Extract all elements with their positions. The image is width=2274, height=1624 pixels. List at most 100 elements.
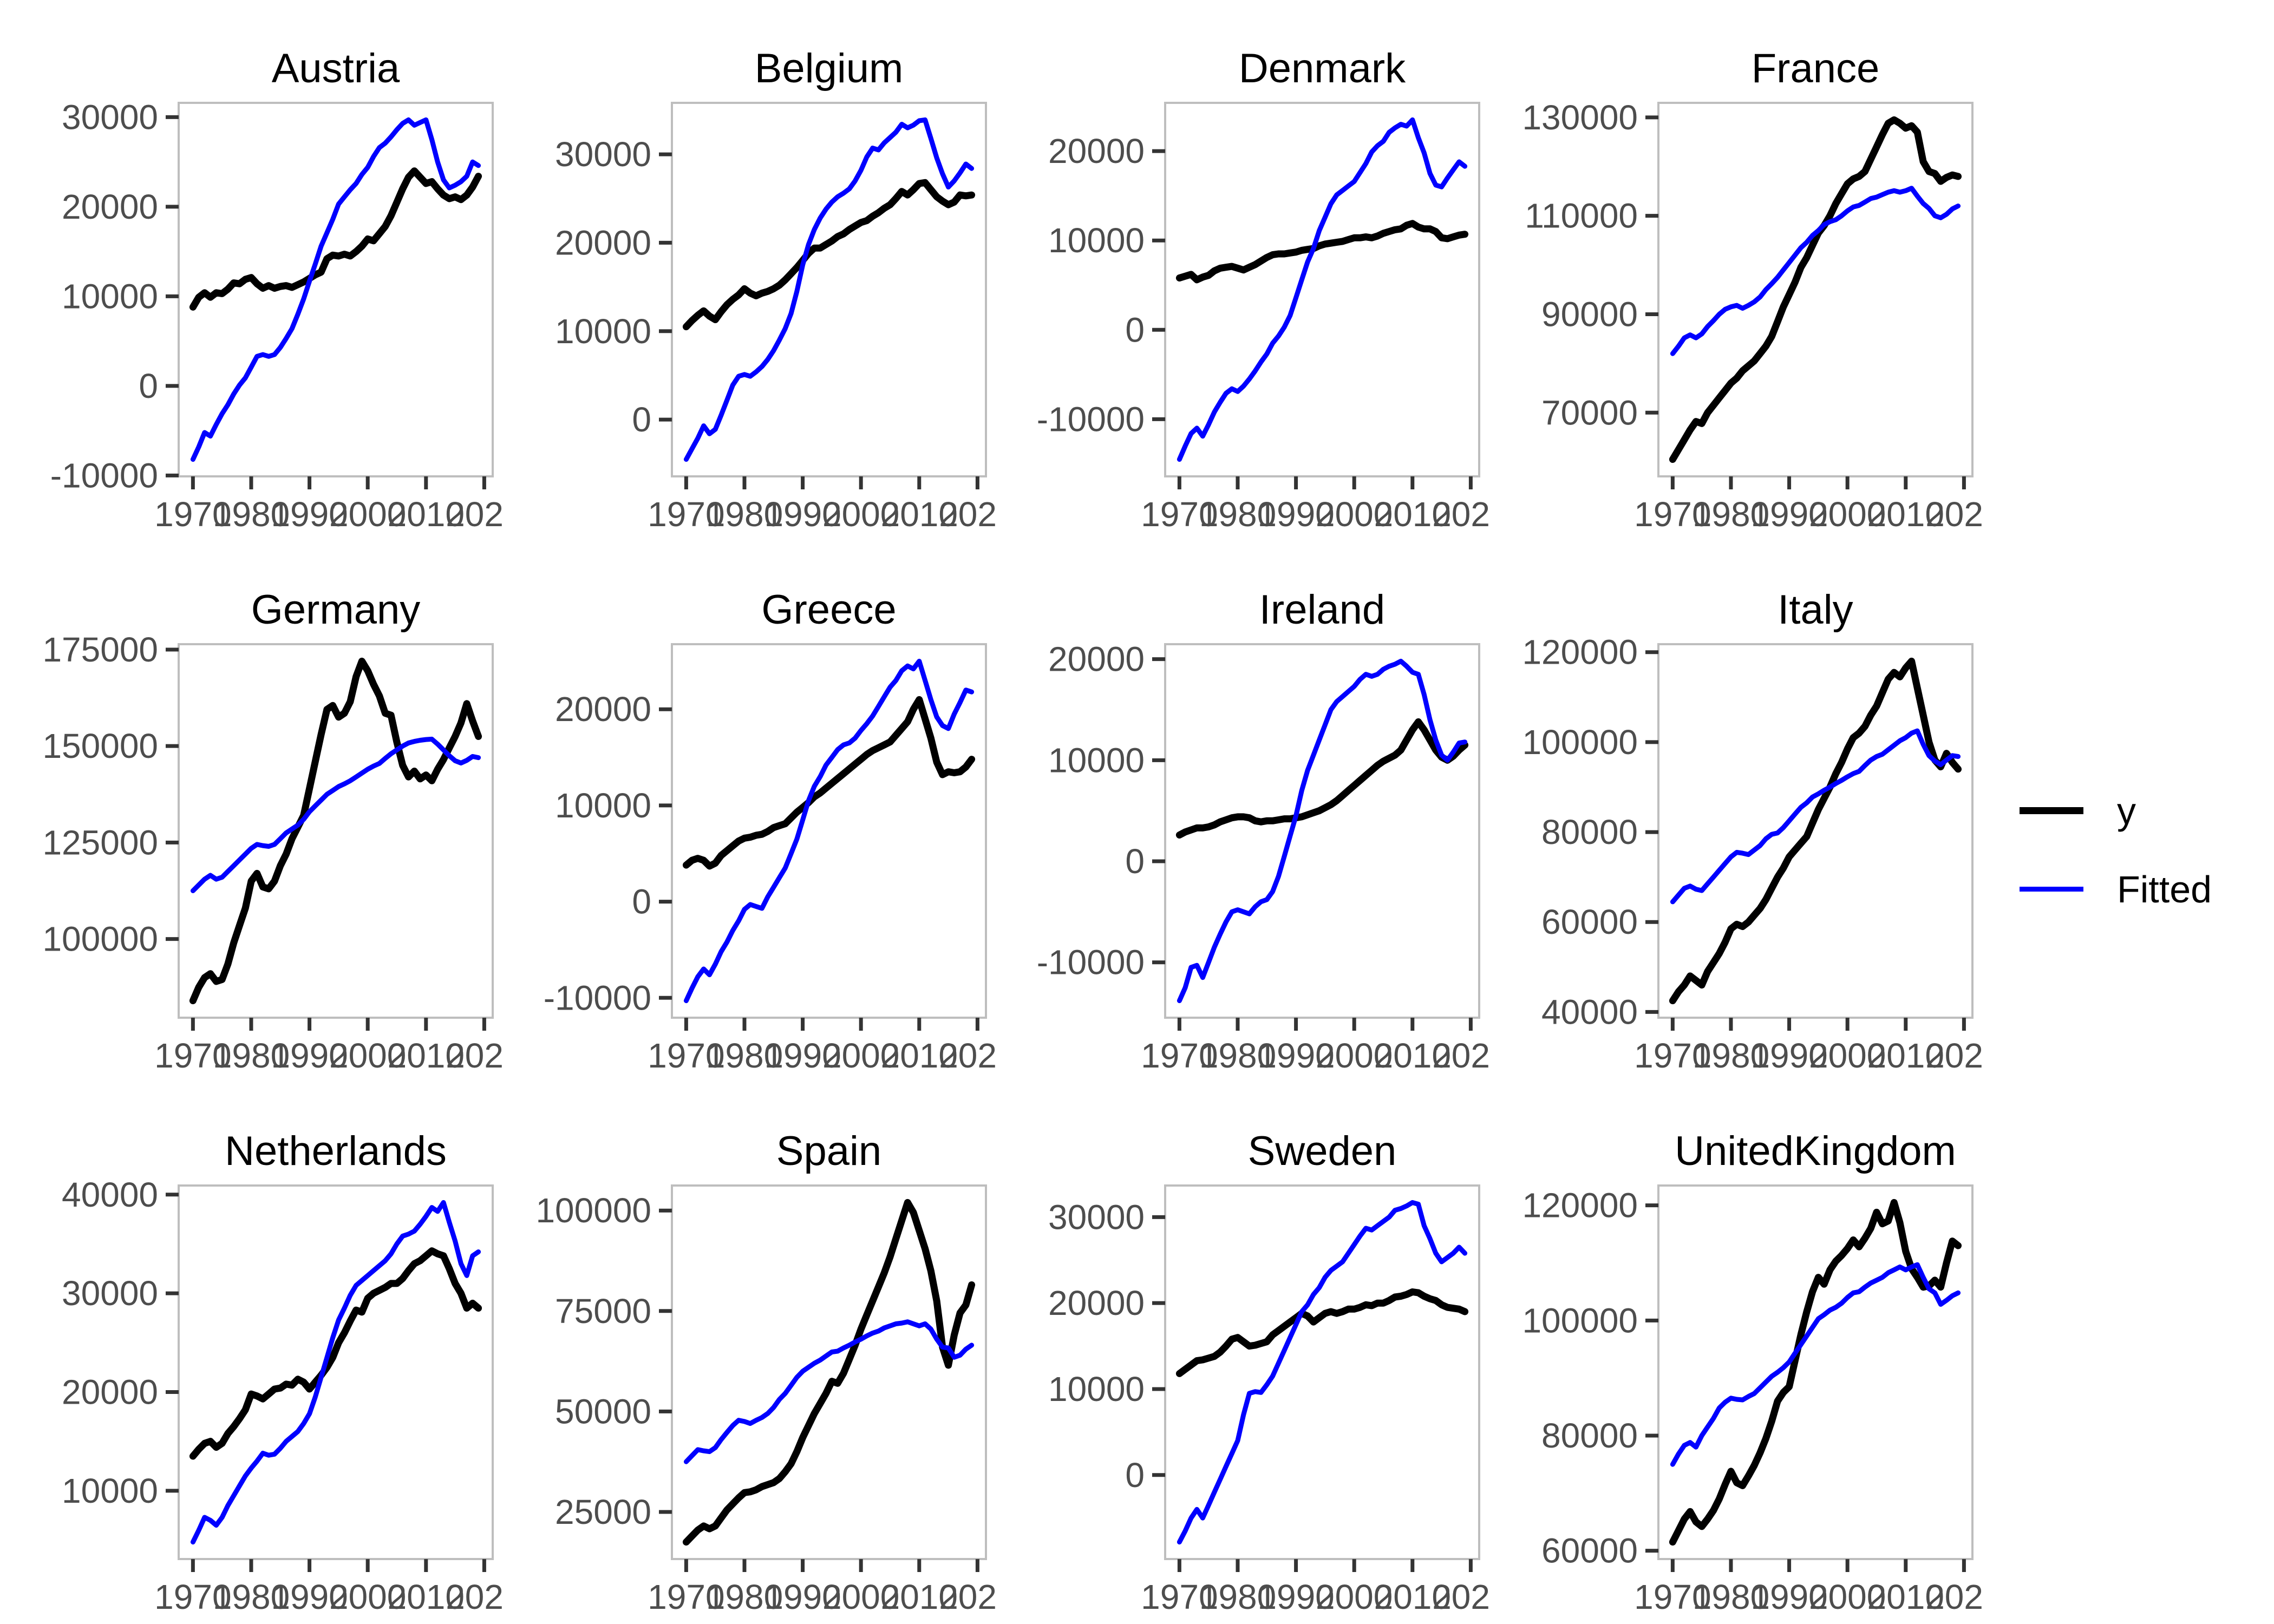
panel-border [178,1184,494,1560]
series-fitted-line [683,658,975,1004]
x-tick-label: 1990 [271,1577,348,1616]
facet-title: Italy [1778,587,1853,633]
y-tick-label: 0 [1125,842,1145,881]
x-tick-label: 1990 [1257,495,1334,534]
panel-border [1657,1184,1974,1560]
facet-title: France [1752,45,1880,91]
x-tick-label: 2020 [939,495,997,534]
facet-belgium: 0 10000 20000 30000 197019801990200020102020… [555,45,997,534]
facet-title: Denmark [1239,45,1406,91]
series-fitted-line [683,117,975,462]
x-tick-label: 1970 [154,1036,231,1075]
panel-border [178,102,494,477]
x-tick-label: 1980 [1693,1036,1769,1075]
x-tick-label: 2010 [1374,1577,1451,1616]
y-tick-label: 90000 [1541,294,1638,333]
x-tick-label: 2010 [881,1577,958,1616]
x-tick-label: 1990 [1750,1577,1827,1616]
x-tick-label: 1980 [706,495,783,534]
x-tick-label: 1970 [1141,1036,1218,1075]
facet-sweden: 0 10000 20000 30000 197019801990200020102020… [1048,1128,1490,1616]
x-tick-label: 2000 [329,1036,406,1075]
x-tick-label: 1990 [271,495,348,534]
x-tick-label: 1970 [154,495,231,534]
x-tick-label: 2020 [1925,495,1983,534]
x-tick-label: 1970 [1141,1577,1218,1616]
y-tick-label: 110000 [1525,197,1638,235]
x-tick-label: 1980 [1199,1036,1276,1075]
x-tick-label: 2020 [1432,1577,1490,1616]
x-tick-label: 2000 [329,1577,406,1616]
y-tick-label: -10000 [1037,943,1145,982]
facet-title: Sweden [1248,1128,1397,1174]
x-tick-label: 2000 [1316,495,1393,534]
y-tick-label: 75000 [555,1292,651,1331]
y-tick-label: 20000 [62,1372,158,1411]
y-tick-label: 10000 [555,786,651,825]
y-tick-label: 80000 [1541,1416,1638,1455]
legend-item-fitted: Fitted [2020,850,2269,928]
y-tick-label: 0 [632,400,651,439]
x-tick-label: 1970 [1141,495,1218,534]
x-tick-label: 2020 [1432,1036,1490,1075]
series-y-line [1669,1199,1962,1546]
y-tick-label: 25000 [555,1492,651,1531]
y-tick-label: 10000 [1048,221,1145,260]
x-tick-label: 2010 [1867,1577,1944,1616]
facet-title: Austria [272,45,400,91]
x-tick-label: 2020 [1432,495,1490,534]
y-tick-label: 125000 [42,823,158,862]
x-tick-label: 2020 [939,1036,997,1075]
y-tick-label: 20000 [1048,1284,1145,1322]
x-tick-label: 2010 [388,1036,465,1075]
series-fitted-line [1670,728,1961,905]
panel-border [1164,1184,1480,1560]
series-y-line [1669,657,1962,1005]
x-tick-label: 1980 [1199,1577,1276,1616]
x-tick-label: 2020 [1925,1036,1983,1075]
y-tick-label: 30000 [62,1274,158,1313]
y-tick-label: 40000 [1541,992,1638,1031]
y-tick-label: 0 [1125,1456,1145,1495]
panel-border [1164,643,1480,1019]
series-fitted-line [1177,1200,1468,1545]
y-tick-label: 0 [1125,310,1145,349]
x-tick-label: 1970 [1634,1577,1711,1616]
x-tick-label: 2010 [1867,1036,1944,1075]
series-y-line [189,657,482,1005]
series-y-line [682,696,976,870]
series-y-line [1669,116,1962,463]
x-tick-label: 1990 [1257,1577,1334,1616]
legend-label: Fitted [2117,868,2212,911]
y-tick-label: 10000 [62,1471,158,1510]
legend-line-sample-fitted [2020,887,2083,892]
x-tick-label: 1990 [764,495,841,534]
y-tick-label: 20000 [1048,132,1145,171]
x-tick-label: 1990 [764,1577,841,1616]
panel-border [1164,102,1480,477]
y-tick-label: 30000 [62,97,158,136]
x-tick-label: 2020 [1925,1577,1983,1616]
panel-border [671,643,987,1019]
facet-title: Germany [251,587,421,633]
facet-ireland: -10000 0 10000 20000 19701980199020002010202… [1037,587,1490,1075]
x-tick-label: 2000 [1809,495,1886,534]
y-tick-label: -10000 [544,978,651,1017]
series-y-line [189,167,482,311]
y-tick-label: 175000 [42,630,158,669]
facet-netherlands: 10000 20000 30000 40000 19701980199020002010… [62,1128,504,1616]
x-tick-label: 1980 [1693,495,1769,534]
x-tick-label: 1980 [1199,495,1276,534]
facet-title: Greece [761,587,896,633]
series-y-line [1175,220,1469,284]
x-tick-label: 1970 [648,1036,724,1075]
y-tick-label: 150000 [42,726,158,765]
x-tick-label: 2000 [1809,1036,1886,1075]
facet-france: 7000090000110000130000197019801990200020… [1522,45,1983,534]
x-tick-label: 2000 [822,495,899,534]
x-tick-label: 1980 [1693,1577,1769,1616]
y-tick-label: 30000 [555,135,651,174]
x-tick-label: 1990 [1257,1036,1334,1075]
panel-border [671,1184,987,1560]
panel-border [178,643,494,1019]
